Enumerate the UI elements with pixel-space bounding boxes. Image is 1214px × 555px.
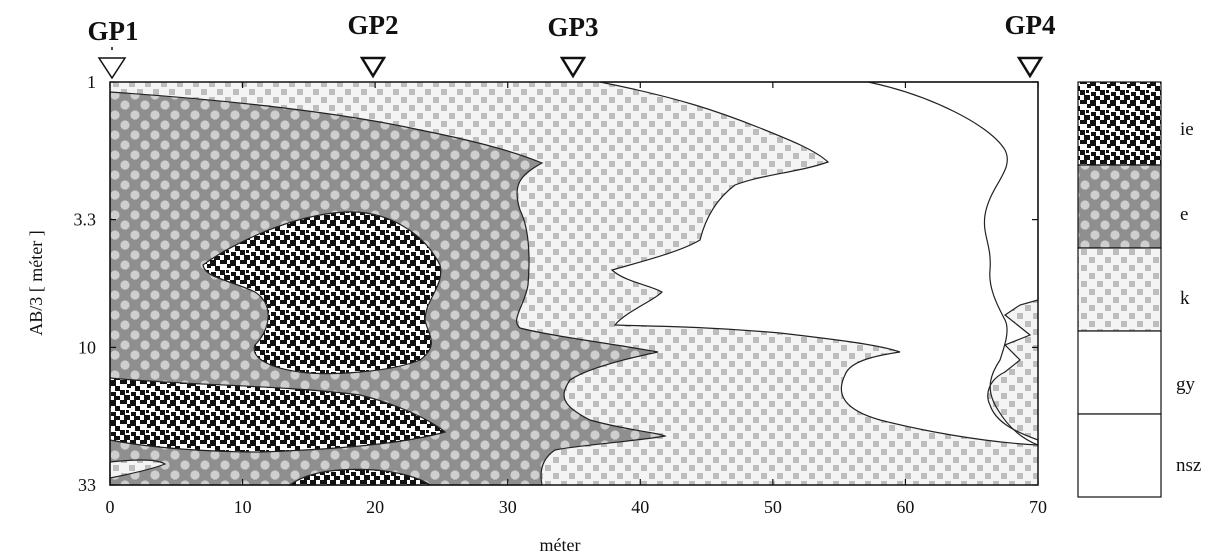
- legend: ie e k gy nsz: [1077, 81, 1201, 498]
- legend-label-k: k: [1180, 288, 1190, 309]
- y-tick-label-1: 3.3: [74, 210, 97, 230]
- x-tick-label-4: 40: [631, 497, 649, 517]
- gy-nsz-boundary: [867, 81, 1039, 446]
- zone-ie-wedge: [109, 377, 447, 453]
- legend-label-e: e: [1180, 204, 1188, 225]
- x-tick-label-6: 60: [896, 497, 914, 517]
- legend-label-gy: gy: [1176, 374, 1196, 395]
- y-tick-label-0: 1: [87, 72, 96, 92]
- x-tick-label-0: 0: [106, 497, 115, 517]
- zone-k-bottom-left: [109, 459, 167, 479]
- y-tick-label-2: 10: [78, 337, 96, 357]
- gp-label-1: GP1: [88, 16, 139, 46]
- plot-frame: [109, 81, 1039, 486]
- section-plot-area: [109, 81, 1039, 486]
- gp-label-3: GP3: [548, 12, 599, 42]
- y-axis: 1 3.3 10 33: [74, 72, 1038, 495]
- y-tick-label-3: 33: [78, 475, 96, 495]
- x-tick-label-2: 20: [366, 497, 384, 517]
- legend-swatch-k: [1077, 247, 1162, 332]
- x-tick-label-3: 30: [499, 497, 517, 517]
- y-axis-title: AB/3 [ méter ]: [26, 230, 46, 335]
- legend-swatch-gy: [1077, 330, 1162, 415]
- legend-swatch-e: [1077, 164, 1162, 249]
- gp1-marker-icon: [97, 57, 127, 80]
- gp3-marker-icon: [559, 56, 587, 79]
- legend-label-nsz: nsz: [1176, 455, 1201, 476]
- gp4-marker-icon: [1016, 56, 1044, 79]
- legend-swatch-ie: [1077, 81, 1162, 166]
- legend-label-ie: ie: [1180, 119, 1194, 140]
- gp-label-2: GP2: [348, 10, 399, 40]
- gp-markers: GP1 GP2 GP3 GP4: [88, 10, 1056, 80]
- x-axis-title: méter: [540, 535, 581, 555]
- gp-label-4: GP4: [1005, 10, 1056, 40]
- x-tick-label-5: 50: [764, 497, 782, 517]
- x-axis: 0 10 20 30 40 50 60 70: [106, 82, 1047, 517]
- legend-swatch-nsz: [1077, 413, 1162, 498]
- gp2-marker-icon: [359, 56, 387, 79]
- zone-ie-lens: [202, 211, 442, 375]
- x-tick-label-7: 70: [1029, 497, 1047, 517]
- x-tick-label-1: 10: [234, 497, 252, 517]
- zone-ie-bottom: [288, 468, 432, 486]
